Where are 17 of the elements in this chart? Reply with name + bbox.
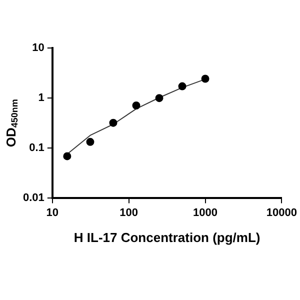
point [109,118,118,127]
point [132,102,140,110]
point [63,152,72,160]
point [201,74,210,83]
x-tick-label: 10 [46,206,59,219]
x-tick-label: 1000 [193,206,218,219]
point [155,94,164,102]
x-axis-title: H IL-17 Concentration (pg/mL) [74,230,260,245]
y-tick-label: 1 [38,92,44,104]
y-tick-label: 10 [32,42,44,54]
x-tick-label: 100 [120,206,138,219]
y-tick-label: 0.01 [22,192,44,204]
y-axis-title: OD450nm [4,99,20,148]
point [86,138,94,146]
y-tick-label: 0.1 [29,142,44,154]
x-tick-label: 10000 [266,206,298,219]
point [178,82,186,90]
